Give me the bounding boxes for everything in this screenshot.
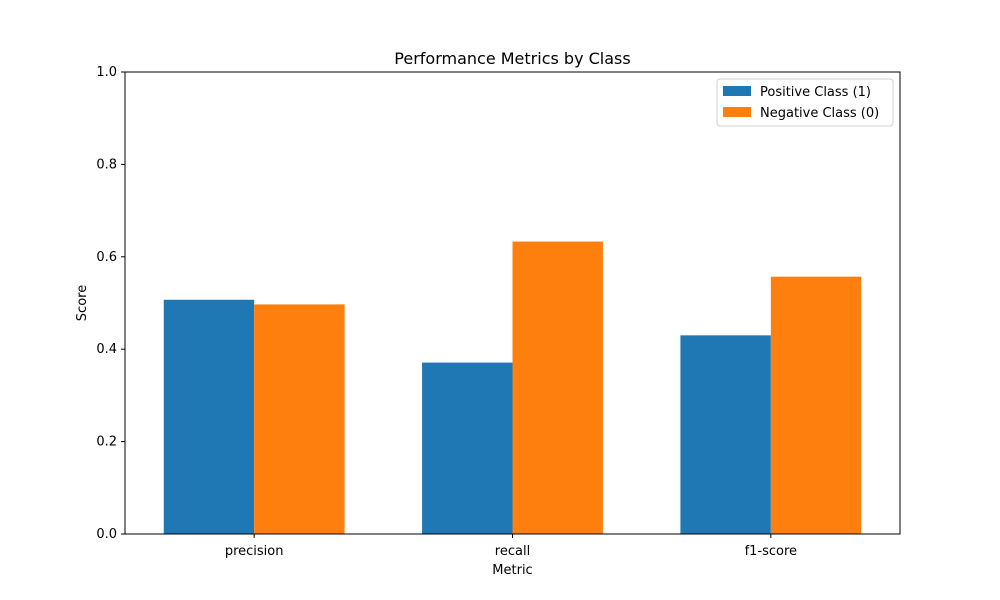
x-tick-label-precision: precision bbox=[225, 544, 284, 559]
plot-frame bbox=[124, 71, 901, 535]
y-axis: 0.0 0.2 0.4 0.6 0.8 1.0 bbox=[96, 65, 125, 542]
legend: Positive Class (1) Negative Class (0) bbox=[716, 78, 894, 127]
y-tick-label: 0.0 bbox=[96, 527, 117, 542]
bar-recall-series-0 bbox=[422, 362, 513, 534]
x-tick-label-f1-score: f1-score bbox=[745, 544, 797, 559]
legend-label-series-1: Negative Class (0) bbox=[760, 106, 879, 121]
bar-precision-series-1 bbox=[254, 304, 345, 534]
x-axis: precision recall f1-score bbox=[225, 534, 797, 559]
legend-swatch-series-1 bbox=[723, 107, 751, 117]
y-tick-label: 0.2 bbox=[96, 435, 117, 450]
legend-swatch-series-0 bbox=[723, 86, 751, 96]
y-tick-label: 0.6 bbox=[96, 250, 117, 265]
y-tick-label: 1.0 bbox=[96, 65, 117, 80]
x-tick-label-recall: recall bbox=[495, 544, 530, 559]
legend-label-series-0: Positive Class (1) bbox=[760, 85, 871, 100]
y-tick-label: 0.8 bbox=[96, 157, 117, 172]
chart-title: Performance Metrics by Class bbox=[394, 49, 630, 68]
y-tick-label: 0.4 bbox=[96, 342, 117, 357]
y-axis-label: Score bbox=[75, 285, 90, 321]
x-axis-label: Metric bbox=[492, 563, 532, 578]
bar-precision-series-0 bbox=[163, 299, 255, 534]
bar-f1-score-series-0 bbox=[680, 335, 771, 534]
bar-recall-series-1 bbox=[512, 241, 603, 534]
bars-group bbox=[163, 241, 862, 534]
bar-f1-score-series-1 bbox=[770, 276, 862, 534]
legend-box bbox=[716, 78, 894, 127]
